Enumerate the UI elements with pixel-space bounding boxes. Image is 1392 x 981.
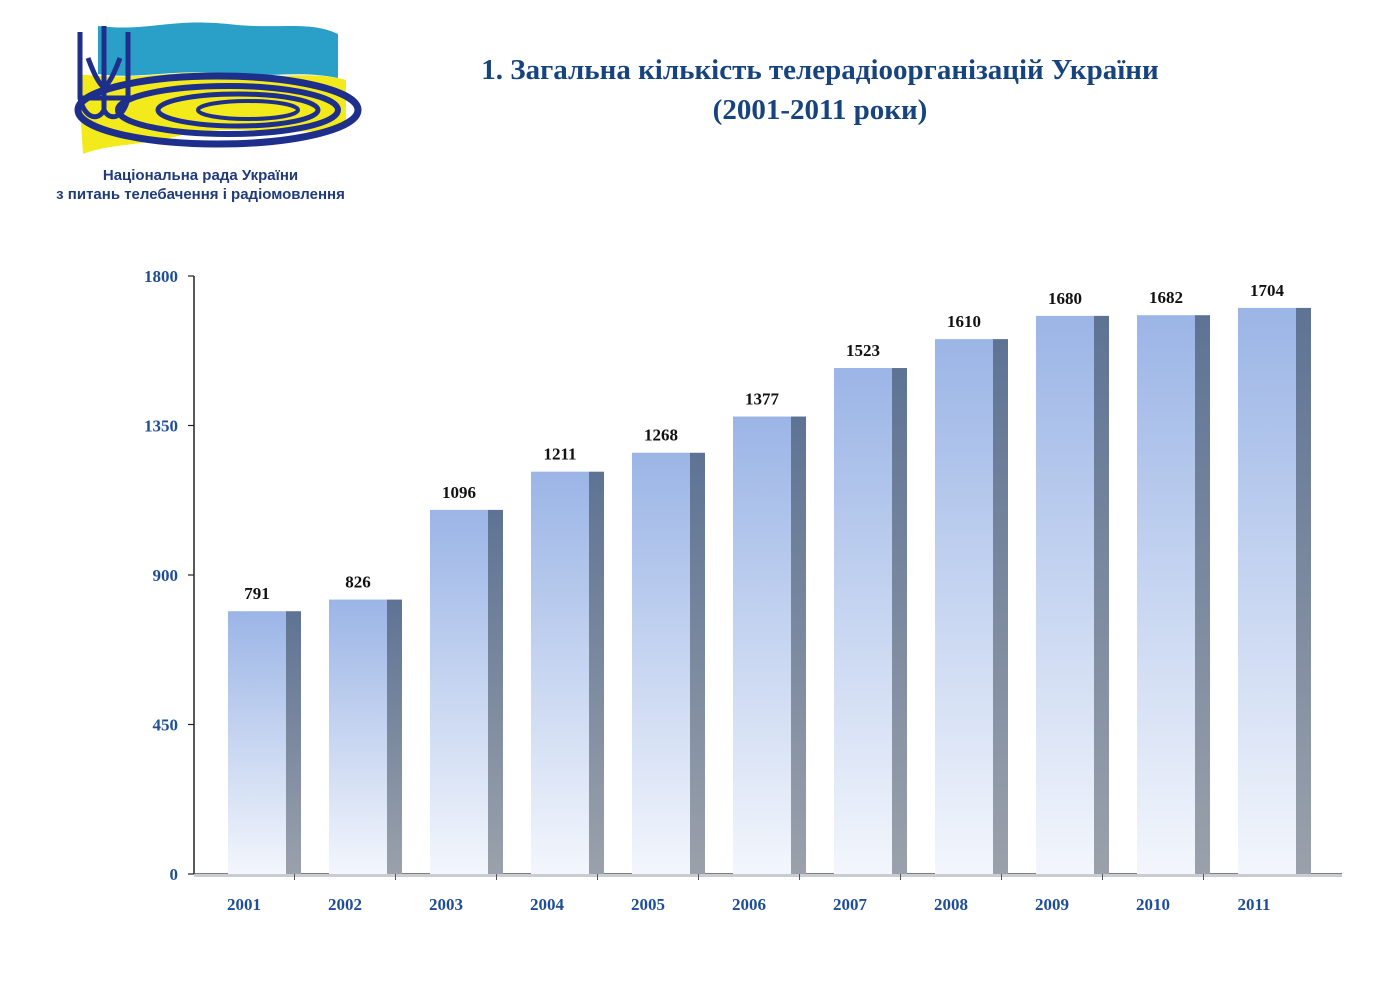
title-line-1: 1. Загальна кількість телерадіоорганізац… (481, 54, 1159, 86)
bar-2008 (935, 339, 993, 875)
x-tick-label-2005: 2005 (631, 895, 665, 914)
data-label-2005: 1268 (644, 426, 678, 445)
bar-side-2003 (488, 509, 503, 874)
data-label-2006: 1377 (745, 390, 780, 409)
page-title: 1. Загальна кількість телерадіоорганізац… (400, 50, 1240, 130)
x-tick-label-2003: 2003 (429, 895, 463, 914)
bar-2004 (531, 471, 589, 874)
organization-name-line-2: з питань телебачення і радіомовлення (56, 186, 345, 203)
y-tick-label: 1350 (144, 417, 178, 436)
x-tick-label-2010: 2010 (1136, 895, 1170, 914)
bar-2007 (834, 368, 892, 874)
x-tick-label-2009: 2009 (1035, 895, 1069, 914)
x-tick-label-2007: 2007 (833, 895, 868, 914)
bar-2009 (1036, 315, 1094, 874)
bar-side-2002 (387, 599, 402, 874)
bar-2011 (1238, 307, 1296, 875)
data-label-2003: 1096 (442, 483, 476, 502)
x-tick-label-2011: 2011 (1237, 895, 1270, 914)
bar-2002 (329, 599, 387, 874)
organization-name-line-1: Національна рада України (102, 167, 299, 184)
logo: Національна рада України з питань телеба… (28, 18, 373, 208)
bar-side-2010 (1195, 315, 1210, 874)
x-tick-label-2006: 2006 (732, 895, 766, 914)
data-label-2011: 1704 (1250, 281, 1285, 300)
data-label-2009: 1680 (1048, 289, 1082, 308)
y-tick-label: 1800 (144, 267, 178, 286)
y-tick-label: 900 (153, 566, 179, 585)
bar-side-2009 (1094, 315, 1109, 874)
x-axis-floor (194, 874, 1342, 877)
data-label-2007: 1523 (846, 341, 880, 360)
bar-side-2006 (791, 416, 806, 874)
bar-side-2008 (993, 339, 1008, 875)
bar-side-2001 (286, 611, 301, 874)
bar-2003 (430, 509, 488, 874)
x-tick-label-2008: 2008 (934, 895, 968, 914)
data-label-2008: 1610 (947, 312, 981, 331)
bar-2005 (632, 452, 690, 874)
title-line-2: (2001-2011 роки) (712, 94, 928, 126)
bar-2006 (733, 416, 791, 874)
data-label-2010: 1682 (1149, 288, 1183, 307)
x-tick-label-2001: 2001 (227, 895, 261, 914)
data-label-2002: 826 (345, 573, 371, 592)
logo-emblem-icon (74, 22, 362, 154)
bar-side-2004 (589, 471, 604, 874)
y-tick-label: 450 (153, 716, 179, 735)
x-tick-label-2004: 2004 (530, 895, 565, 914)
bar-side-2005 (690, 452, 705, 874)
y-tick-label: 0 (170, 865, 179, 884)
bar-2001 (228, 611, 286, 874)
data-label-2001: 791 (244, 584, 270, 603)
bar-side-2007 (892, 368, 907, 874)
x-tick-label-2002: 2002 (328, 895, 362, 914)
bar-side-2011 (1296, 307, 1311, 875)
bar-2010 (1137, 315, 1195, 874)
data-label-2004: 1211 (543, 445, 576, 464)
